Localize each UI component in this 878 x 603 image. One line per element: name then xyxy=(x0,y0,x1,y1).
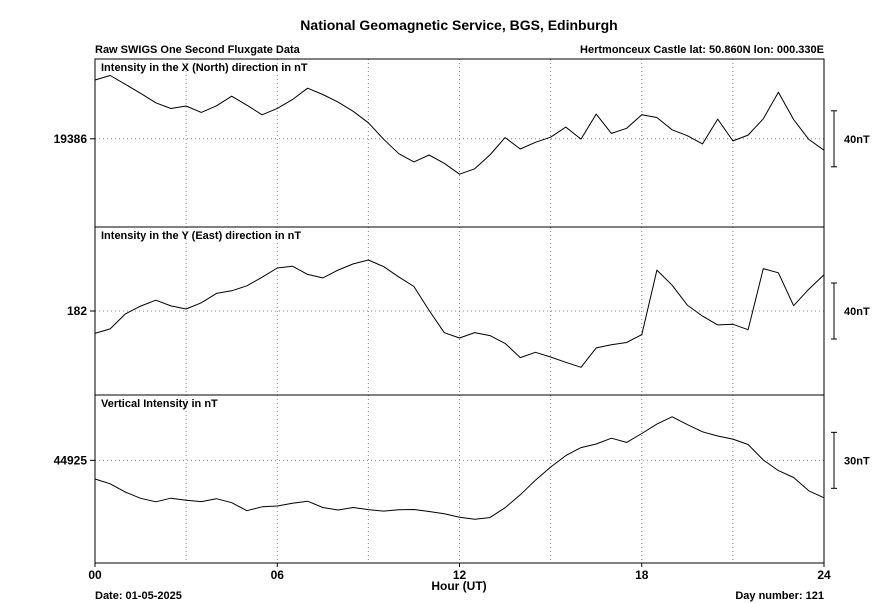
station-info: Hertmonceux Castle lat: 50.860N lon: 000… xyxy=(580,44,824,56)
series-line-y-east xyxy=(94,259,825,368)
chart-title: National Geomagnetic Service, BGS, Edinb… xyxy=(300,17,617,33)
day-number-label: Day number: 121 xyxy=(735,590,824,602)
x-tick-label: 06 xyxy=(271,568,285,582)
x-tick-label: 12 xyxy=(453,568,467,582)
data-description: Raw SWIGS One Second Fluxgate Data xyxy=(95,44,301,56)
panel-x-north: Intensity in the X (North) direction in … xyxy=(54,58,870,228)
scale-bar-label: 40nT xyxy=(844,306,870,318)
x-axis-label: Hour (UT) xyxy=(431,579,486,593)
y-tick-label: 19386 xyxy=(54,132,88,146)
y-tick-label: 44925 xyxy=(54,453,88,467)
y-tick-label: 182 xyxy=(67,304,87,318)
panel-title: Vertical Intensity in nT xyxy=(101,398,218,410)
panel-y-east: Intensity in the Y (East) direction in n… xyxy=(67,226,870,396)
panel-title: Intensity in the Y (East) direction in n… xyxy=(101,230,301,242)
x-tick-label: 00 xyxy=(88,568,102,582)
x-tick-label: 18 xyxy=(635,568,649,582)
scale-bar-label: 30nT xyxy=(844,455,870,467)
panel-title: Intensity in the X (North) direction in … xyxy=(101,62,308,74)
scale-bar-label: 40nT xyxy=(844,134,870,146)
series-line-vertical xyxy=(94,416,825,520)
date-label: Date: 01-05-2025 xyxy=(95,590,182,602)
panel-vertical: Vertical Intensity in nT 44925 30nT xyxy=(54,394,870,564)
x-tick-label: 24 xyxy=(817,568,831,582)
series-line-x-north xyxy=(94,75,825,175)
panels: Intensity in the X (North) direction in … xyxy=(54,58,870,582)
